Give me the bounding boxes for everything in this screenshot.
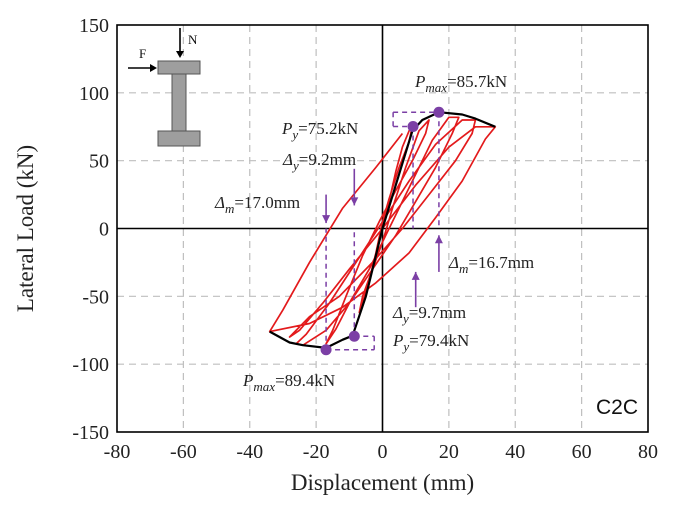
annotation-py_neg: Py=79.4kN [392, 331, 469, 354]
tick-labels: -80 -60 -40 -20 0 20 40 60 80 -150 -100 -50 0 50 100 15… [72, 15, 658, 463]
x-tick-label: 20 [439, 441, 459, 463]
annotation-dm_neg: Δm=17.0mm [214, 193, 300, 216]
annotations: Pmax=85.7kN Py=75.2kN Δy=9.2mm Δm=17.0mm Δm=… [214, 72, 534, 394]
key-point-markers [320, 106, 445, 356]
x-tick-label: -20 [303, 441, 330, 463]
y-tick-label: -150 [72, 422, 109, 444]
i-section-column-icon: F N [128, 28, 201, 147]
arrow-dy-positive-head [350, 197, 359, 206]
x-tick-label: -80 [104, 441, 131, 463]
y-tick-label: -50 [82, 286, 109, 308]
y-tick-label: 0 [99, 219, 109, 241]
y-tick-label: 50 [89, 151, 109, 173]
envelope-curve [269, 111, 496, 349]
x-tick-label: 80 [638, 441, 658, 463]
y-axis-title: Lateral Load (kN) [13, 145, 38, 312]
marker-Py-positive [407, 120, 419, 132]
marker-Py-negative [348, 330, 360, 342]
specimen-label: C2C [596, 396, 638, 419]
y-tick-label: 100 [79, 83, 109, 105]
annotation-pmax_pos: Pmax=85.7kN [414, 72, 507, 95]
x-tick-label: -40 [236, 441, 263, 463]
x-tick-label: -60 [170, 441, 197, 463]
force-label-f: F [139, 46, 146, 61]
plot-frame [116, 24, 649, 433]
marker-Pmax-negative [320, 344, 332, 356]
annotation-pmax_neg: Pmax=89.4kN [242, 371, 335, 394]
arrow-dm-positive-head [434, 235, 443, 244]
force-label-n: N [188, 32, 198, 47]
annotation-dy_pos: Δy=9.2mm [282, 150, 356, 173]
y-tick-label: 150 [79, 15, 109, 37]
y-tick-label: -100 [72, 354, 109, 376]
annotation-py_pos: Py=75.2kN [281, 119, 358, 142]
marker-Pmax-positive [433, 106, 445, 118]
arrow-dm-negative-head [322, 215, 331, 224]
annotation-dm_pos: Δm=16.7mm [448, 253, 534, 276]
arrow-dy-negative-head [411, 271, 420, 280]
x-tick-label: 60 [572, 441, 592, 463]
annotation-dy_neg: Δy=9.7mm [392, 303, 466, 326]
series-layer [268, 111, 497, 349]
x-tick-label: 40 [505, 441, 525, 463]
x-axis-title: Displacement (mm) [291, 470, 474, 495]
x-tick-label: 0 [378, 441, 388, 463]
